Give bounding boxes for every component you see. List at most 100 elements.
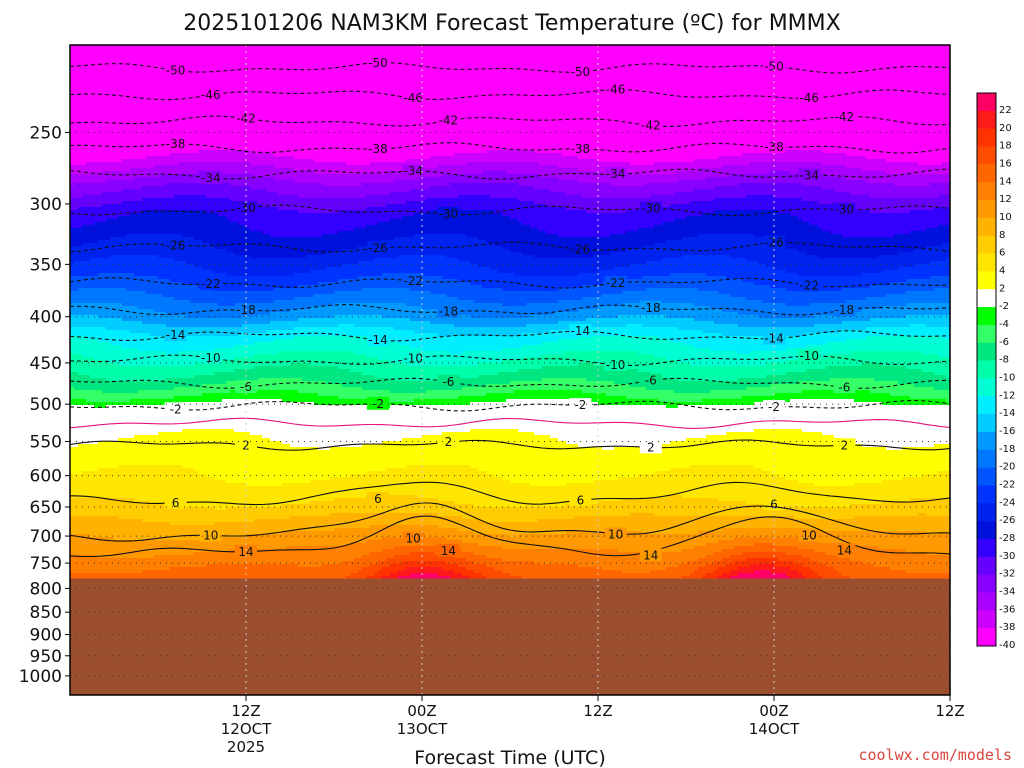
heatmap-cell bbox=[146, 351, 151, 355]
heatmap-cell bbox=[78, 414, 83, 418]
heatmap-cell bbox=[158, 168, 163, 172]
heatmap-cell bbox=[118, 519, 123, 523]
heatmap-cell bbox=[118, 159, 123, 163]
heatmap-cell bbox=[134, 480, 139, 484]
heatmap-cell bbox=[74, 498, 79, 502]
heatmap-cell bbox=[114, 402, 119, 406]
heatmap-cell bbox=[130, 489, 135, 493]
heatmap-cell bbox=[70, 330, 75, 334]
heatmap-cell bbox=[134, 408, 139, 412]
heatmap-cell bbox=[106, 576, 111, 580]
heatmap-cell bbox=[94, 426, 99, 430]
heatmap-cell bbox=[74, 531, 79, 535]
heatmap-cell bbox=[146, 327, 151, 331]
heatmap-cell bbox=[74, 138, 79, 142]
heatmap-cell bbox=[154, 192, 159, 196]
heatmap-cell bbox=[118, 564, 123, 568]
heatmap-cell bbox=[94, 531, 99, 535]
heatmap-cell bbox=[138, 138, 143, 142]
heatmap-cell bbox=[126, 216, 131, 220]
heatmap-cell bbox=[86, 135, 91, 139]
heatmap-cell bbox=[118, 423, 123, 427]
heatmap-cell bbox=[78, 465, 83, 469]
heatmap-cell bbox=[82, 93, 87, 97]
heatmap-cell bbox=[142, 177, 147, 181]
heatmap-cell bbox=[98, 459, 103, 463]
heatmap-cell bbox=[142, 564, 147, 568]
heatmap-cell bbox=[138, 360, 143, 364]
heatmap-cell bbox=[154, 495, 159, 499]
heatmap-cell bbox=[98, 333, 103, 337]
heatmap-cell bbox=[146, 435, 151, 439]
heatmap-cell bbox=[82, 150, 87, 154]
heatmap-cell bbox=[90, 105, 95, 109]
heatmap-cell bbox=[86, 126, 91, 130]
heatmap-cell bbox=[82, 366, 87, 370]
heatmap-cell bbox=[94, 126, 99, 130]
heatmap-cell bbox=[158, 513, 163, 517]
heatmap-cell bbox=[114, 549, 119, 553]
heatmap-cell bbox=[78, 246, 83, 250]
heatmap-cell bbox=[98, 441, 103, 445]
heatmap-cell bbox=[134, 558, 139, 562]
heatmap-cell bbox=[86, 516, 91, 520]
heatmap-cell bbox=[134, 237, 139, 241]
heatmap-cell bbox=[102, 366, 107, 370]
heatmap-cell bbox=[134, 258, 139, 262]
heatmap-cell bbox=[134, 132, 139, 136]
heatmap-cell bbox=[150, 378, 155, 382]
heatmap-cell bbox=[78, 345, 83, 349]
heatmap-cell bbox=[122, 195, 127, 199]
heatmap-cell bbox=[86, 357, 91, 361]
heatmap-cell bbox=[94, 402, 99, 406]
heatmap-cell bbox=[106, 90, 111, 94]
heatmap-cell bbox=[102, 531, 107, 535]
heatmap-cell bbox=[138, 474, 143, 478]
heatmap-cell bbox=[82, 498, 87, 502]
heatmap-cell bbox=[114, 489, 119, 493]
heatmap-cell bbox=[78, 438, 83, 442]
heatmap-cell bbox=[94, 243, 99, 247]
heatmap-cell bbox=[94, 204, 99, 208]
heatmap-cell bbox=[86, 348, 91, 352]
heatmap-cell bbox=[74, 570, 79, 574]
heatmap-cell bbox=[150, 60, 155, 64]
heatmap-cell bbox=[118, 486, 123, 490]
heatmap-cell bbox=[106, 354, 111, 358]
heatmap-cell bbox=[102, 378, 107, 382]
heatmap-cell bbox=[126, 435, 131, 439]
heatmap-cell bbox=[122, 291, 127, 295]
heatmap-cell bbox=[134, 345, 139, 349]
heatmap-cell bbox=[114, 114, 119, 118]
heatmap-cell bbox=[90, 498, 95, 502]
heatmap-cell bbox=[118, 345, 123, 349]
heatmap-cell bbox=[142, 54, 147, 58]
heatmap-cell bbox=[102, 411, 107, 415]
heatmap-cell bbox=[114, 273, 119, 277]
heatmap-cell bbox=[122, 321, 127, 325]
heatmap-cell bbox=[110, 558, 115, 562]
heatmap-cell bbox=[90, 486, 95, 490]
heatmap-cell bbox=[134, 510, 139, 514]
heatmap-cell bbox=[150, 456, 155, 460]
heatmap-cell bbox=[158, 387, 163, 391]
heatmap-cell bbox=[114, 138, 119, 142]
heatmap-cell bbox=[90, 126, 95, 130]
heatmap-cell bbox=[98, 294, 103, 298]
heatmap-cell bbox=[78, 207, 83, 211]
heatmap-cell bbox=[98, 366, 103, 370]
heatmap-cell bbox=[98, 81, 103, 85]
heatmap-cell bbox=[98, 354, 103, 358]
heatmap-cell bbox=[82, 51, 87, 55]
heatmap-cell bbox=[142, 312, 147, 316]
heatmap-cell bbox=[138, 471, 143, 475]
heatmap-cell bbox=[118, 75, 123, 79]
heatmap-cell bbox=[86, 156, 91, 160]
heatmap-cell bbox=[142, 552, 147, 556]
heatmap-cell bbox=[74, 495, 79, 499]
heatmap-cell bbox=[146, 291, 151, 295]
heatmap-cell bbox=[82, 291, 87, 295]
heatmap-cell bbox=[142, 192, 147, 196]
heatmap-cell bbox=[150, 381, 155, 385]
heatmap-cell bbox=[78, 123, 83, 127]
